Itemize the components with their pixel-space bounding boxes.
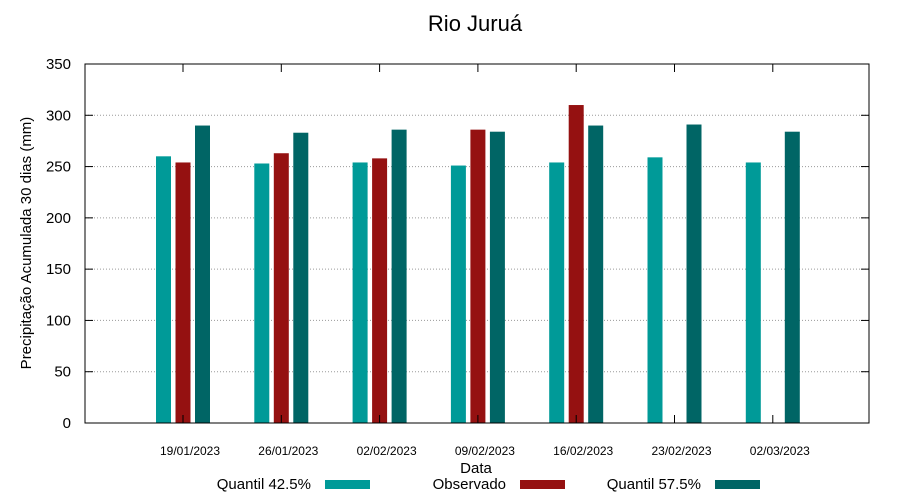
y-tick-label: 300 [46,107,71,124]
y-axis-ticks: 0 50 100 150 200 250 300 350 [46,56,869,432]
x-tick-label: 02/02/2023 [357,444,417,458]
bar-quantil-42-5--5 [647,157,663,423]
bar-quantil-57-5--2 [391,129,407,423]
bar-quantil-42-5--2 [352,162,368,423]
x-tick-label: 09/02/2023 [455,444,515,458]
legend-swatch [325,480,370,489]
y-tick-label: 200 [46,210,71,227]
chart-title: Rio Juruá [428,11,523,36]
bar-quantil-57-5--1 [293,132,309,424]
x-axis-ticks: 19/01/2023 26/01/2023 02/02/2023 09/02/2023… [160,64,810,458]
x-tick-label: 23/02/2023 [651,444,711,458]
bar-observado-0 [175,162,191,423]
legend-label: Observado [433,476,506,493]
legend-swatch [715,480,760,489]
y-axis-label: Precipitação Acumulada 30 dias (mm) [18,117,35,370]
bar-observado-3 [470,129,486,423]
bar-quantil-57-5--4 [588,125,604,424]
bars [156,105,800,424]
x-tick-label: 19/01/2023 [160,444,220,458]
bar-quantil-57-5--3 [489,131,505,423]
x-axis-label: Data [460,460,492,477]
y-tick-label: 350 [46,56,71,73]
bar-observado-4 [568,105,584,424]
y-tick-label: 150 [46,261,71,278]
bar-quantil-42-5--3 [450,165,466,423]
bar-quantil-57-5--0 [195,125,210,424]
x-tick-label: 26/01/2023 [258,444,318,458]
y-tick-label: 100 [46,312,71,329]
plot-frame [84,63,870,424]
bar-quantil-57-5--6 [784,131,800,423]
x-tick-label: 02/03/2023 [750,444,810,458]
bar-quantil-57-5--5 [686,124,702,423]
y-tick-label: 250 [46,159,71,176]
legend-label: Quantil 42.5% [217,476,311,493]
legend: Quantil 42.5% Observado Quantil 57.5% [217,476,760,493]
bar-quantil-42-5--4 [549,162,565,423]
y-tick-label: 0 [63,415,71,432]
bar-quantil-42-5--1 [254,163,270,423]
bar-observado-2 [372,158,388,423]
bar-quantil-42-5--6 [745,162,761,423]
bar-observado-1 [273,153,289,424]
y-tick-label: 50 [54,364,71,381]
x-tick-label: 16/02/2023 [553,444,613,458]
legend-label: Quantil 57.5% [607,476,701,493]
bar-quantil-42-5--0 [156,156,171,424]
legend-swatch [520,480,565,489]
